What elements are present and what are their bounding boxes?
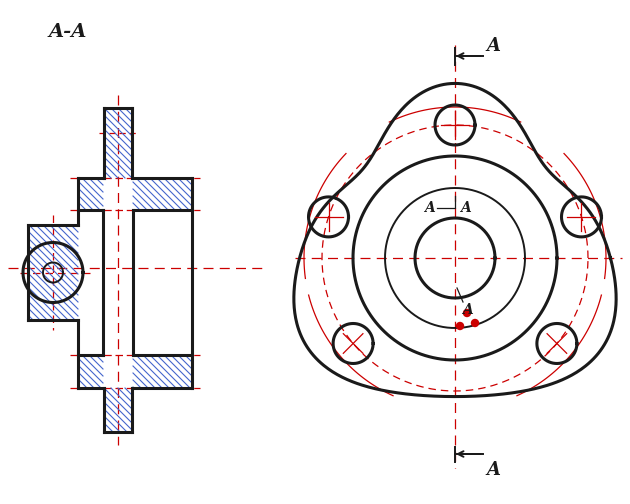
Text: A: A	[460, 201, 471, 215]
Text: A: A	[462, 303, 472, 317]
Text: A-A: A-A	[49, 23, 87, 41]
Text: A: A	[423, 201, 434, 215]
Circle shape	[457, 323, 464, 330]
Text: A: A	[486, 37, 500, 55]
Text: A: A	[486, 461, 500, 479]
Circle shape	[464, 309, 471, 317]
Circle shape	[471, 320, 479, 327]
